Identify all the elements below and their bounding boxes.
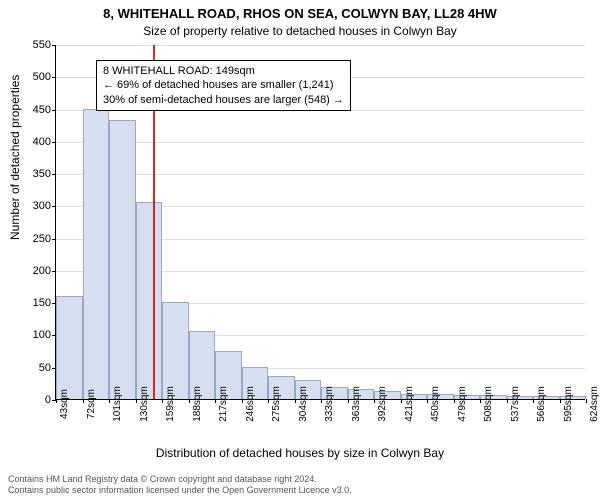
gridline: [56, 45, 585, 46]
histogram-bar: [136, 202, 163, 399]
ytick-label: 300: [33, 200, 51, 212]
xtick-label: 72sqm: [86, 389, 97, 419]
xtick-mark: [109, 399, 110, 403]
xtick-mark: [586, 399, 587, 403]
xtick-label: 566sqm: [536, 386, 547, 422]
annotation-box: 8 WHITEHALL ROAD: 149sqm ← 69% of detach…: [96, 60, 351, 111]
ytick-mark: [52, 110, 56, 111]
ytick-label: 500: [33, 71, 51, 83]
xtick-mark: [268, 399, 269, 403]
xtick-label: 479sqm: [457, 386, 468, 422]
xtick-label: 624sqm: [589, 386, 600, 422]
histogram-bar: [56, 296, 83, 399]
xtick-label: 450sqm: [430, 386, 441, 422]
xtick-mark: [242, 399, 243, 403]
xtick-label: 188sqm: [192, 386, 203, 422]
xtick-mark: [427, 399, 428, 403]
xtick-label: 537sqm: [510, 386, 521, 422]
copyright-text: Contains HM Land Registry data © Crown c…: [8, 474, 352, 496]
xtick-mark: [295, 399, 296, 403]
ytick-mark: [52, 239, 56, 240]
xtick-label: 217sqm: [218, 386, 229, 422]
ytick-mark: [52, 45, 56, 46]
ytick-label: 550: [33, 39, 51, 51]
ytick-label: 450: [33, 104, 51, 116]
annotation-line1: 8 WHITEHALL ROAD: 149sqm: [103, 64, 344, 78]
copyright-line1: Contains HM Land Registry data © Crown c…: [8, 474, 352, 485]
chart-container: 8, WHITEHALL ROAD, RHOS ON SEA, COLWYN B…: [0, 0, 600, 500]
annotation-line3: 30% of semi-detached houses are larger (…: [103, 93, 344, 107]
xtick-mark: [401, 399, 402, 403]
y-axis-label: Number of detached properties: [8, 75, 22, 240]
xtick-label: 43sqm: [59, 389, 70, 419]
xtick-label: 159sqm: [165, 386, 176, 422]
ytick-label: 350: [33, 168, 51, 180]
xtick-label: 508sqm: [483, 386, 494, 422]
xtick-mark: [533, 399, 534, 403]
xtick-label: 333sqm: [324, 386, 335, 422]
x-axis-label: Distribution of detached houses by size …: [0, 446, 600, 460]
xtick-mark: [348, 399, 349, 403]
xtick-label: 363sqm: [351, 386, 362, 422]
xtick-label: 595sqm: [563, 386, 574, 422]
ytick-label: 150: [33, 297, 51, 309]
histogram-bar: [83, 109, 110, 399]
xtick-label: 101sqm: [112, 386, 123, 422]
ytick-label: 250: [33, 233, 51, 245]
xtick-mark: [83, 399, 84, 403]
xtick-mark: [189, 399, 190, 403]
ytick-mark: [52, 77, 56, 78]
xtick-mark: [480, 399, 481, 403]
ytick-mark: [52, 271, 56, 272]
plot-area: 05010015020025030035040045050055043sqm72…: [55, 45, 585, 400]
xtick-label: 392sqm: [377, 386, 388, 422]
xtick-label: 275sqm: [271, 386, 282, 422]
ytick-label: 0: [45, 394, 51, 406]
xtick-mark: [507, 399, 508, 403]
xtick-label: 130sqm: [139, 386, 150, 422]
ytick-mark: [52, 174, 56, 175]
xtick-mark: [560, 399, 561, 403]
xtick-mark: [374, 399, 375, 403]
chart-subtitle: Size of property relative to detached ho…: [0, 24, 600, 38]
ytick-label: 200: [33, 265, 51, 277]
ytick-label: 400: [33, 136, 51, 148]
histogram-bar: [109, 120, 136, 399]
xtick-mark: [454, 399, 455, 403]
xtick-label: 421sqm: [404, 386, 415, 422]
xtick-mark: [56, 399, 57, 403]
annotation-line2: ← 69% of detached houses are smaller (1,…: [103, 78, 344, 92]
ytick-label: 50: [39, 362, 51, 374]
ytick-mark: [52, 206, 56, 207]
copyright-line2: Contains public sector information licen…: [8, 485, 352, 496]
xtick-label: 246sqm: [245, 386, 256, 422]
histogram-bar: [162, 302, 189, 399]
xtick-mark: [162, 399, 163, 403]
xtick-mark: [215, 399, 216, 403]
xtick-mark: [136, 399, 137, 403]
chart-title-address: 8, WHITEHALL ROAD, RHOS ON SEA, COLWYN B…: [0, 6, 600, 21]
xtick-label: 304sqm: [298, 386, 309, 422]
xtick-mark: [321, 399, 322, 403]
ytick-mark: [52, 142, 56, 143]
ytick-label: 100: [33, 329, 51, 341]
